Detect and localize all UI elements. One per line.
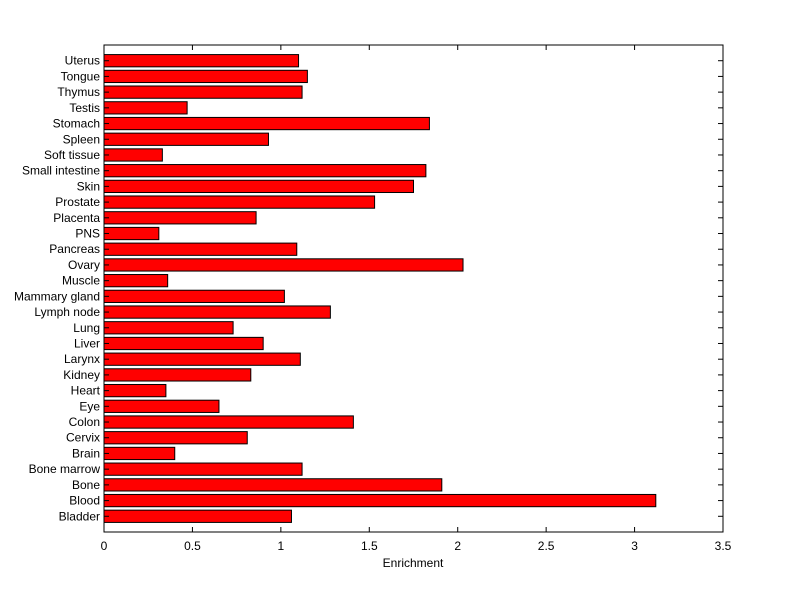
bar-mammary-gland bbox=[103, 289, 285, 303]
bar-stomach bbox=[103, 116, 430, 131]
y-tick-label: Liver bbox=[74, 336, 100, 350]
y-tick-label: Heart bbox=[71, 384, 101, 398]
bar-bone bbox=[103, 478, 443, 492]
bar-skin bbox=[103, 179, 414, 194]
y-tick-label: Mammary gland bbox=[14, 289, 100, 303]
bar-placenta bbox=[103, 211, 257, 225]
y-tick-label: Ovary bbox=[68, 258, 100, 272]
bar-bone-marrow bbox=[103, 462, 303, 476]
y-tick-label: Lymph node bbox=[34, 305, 100, 319]
y-tick-label: Larynx bbox=[64, 352, 100, 366]
bar-uterus bbox=[103, 54, 300, 68]
y-tick-label: Muscle bbox=[62, 274, 100, 288]
x-tick-label: 1.5 bbox=[361, 539, 378, 553]
y-tick-label: Uterus bbox=[65, 54, 100, 68]
y-tick-label: Skin bbox=[77, 179, 100, 193]
y-tick-label: Small intestine bbox=[22, 164, 100, 178]
y-tick-label: Prostate bbox=[55, 195, 100, 209]
y-tick-label: Bone bbox=[72, 478, 100, 492]
bar-spleen bbox=[103, 132, 269, 146]
bar-muscle bbox=[103, 274, 169, 288]
y-tick-label: Bone marrow bbox=[29, 462, 101, 476]
y-tick-label: Stomach bbox=[53, 117, 100, 131]
y-tick-label: Cervix bbox=[66, 431, 100, 445]
x-tick-label: 3.5 bbox=[715, 539, 732, 553]
x-tick-labels: 0 0.5 1 1.5 2 2.5 3 3.5 bbox=[101, 539, 732, 553]
bar-soft-tissue bbox=[103, 148, 163, 162]
y-tick-label: Lung bbox=[73, 321, 100, 335]
bar-ovary bbox=[103, 258, 464, 272]
bar-kidney bbox=[103, 368, 252, 382]
y-tick-label: Colon bbox=[69, 415, 100, 429]
bar-lung bbox=[103, 321, 234, 335]
bar-larynx bbox=[103, 352, 301, 366]
bar-pancreas bbox=[103, 242, 298, 256]
bar-prostate bbox=[103, 195, 376, 209]
bar-heart bbox=[103, 383, 167, 398]
bar-eye bbox=[103, 399, 220, 413]
bar-blood bbox=[103, 493, 657, 508]
bar-brain bbox=[103, 446, 176, 461]
axis-ticks bbox=[103, 45, 724, 532]
y-tick-label: Soft tissue bbox=[44, 148, 100, 162]
y-tick-label: Testis bbox=[69, 101, 100, 115]
y-tick-label: Kidney bbox=[63, 368, 100, 382]
x-tick-label: 2.5 bbox=[538, 539, 555, 553]
y-tick-label: Spleen bbox=[63, 132, 100, 146]
bar-liver bbox=[103, 336, 264, 351]
x-tick-label: 0 bbox=[101, 539, 108, 553]
y-tick-label: Thymus bbox=[57, 85, 100, 99]
bar-small-intestine bbox=[103, 164, 427, 178]
y-tick-label: Brain bbox=[72, 446, 100, 460]
bar-bladder bbox=[103, 509, 292, 523]
bar-cervix bbox=[103, 431, 248, 445]
plot-area-frame bbox=[103, 44, 724, 533]
x-axis-label: Enrichment bbox=[383, 556, 444, 570]
y-tick-label: Blood bbox=[69, 494, 100, 508]
y-tick-label: Bladder bbox=[59, 509, 100, 523]
bar-tongue bbox=[103, 69, 308, 84]
y-tick-label: PNS bbox=[75, 227, 100, 241]
x-tick-label: 3 bbox=[631, 539, 638, 553]
bar-testis bbox=[103, 101, 188, 115]
y-tick-label: Pancreas bbox=[49, 242, 100, 256]
bar-lymph-node bbox=[103, 305, 331, 319]
x-tick-label: 0.5 bbox=[184, 539, 201, 553]
x-tick-label: 2 bbox=[454, 539, 461, 553]
x-tick-label: 1 bbox=[278, 539, 285, 553]
bar-pns bbox=[103, 226, 160, 241]
y-tick-label: Eye bbox=[79, 399, 100, 413]
bar-thymus bbox=[103, 85, 303, 99]
bar-colon bbox=[103, 415, 354, 429]
y-tick-label: Tongue bbox=[61, 69, 101, 83]
y-tick-label: Placenta bbox=[53, 211, 100, 225]
